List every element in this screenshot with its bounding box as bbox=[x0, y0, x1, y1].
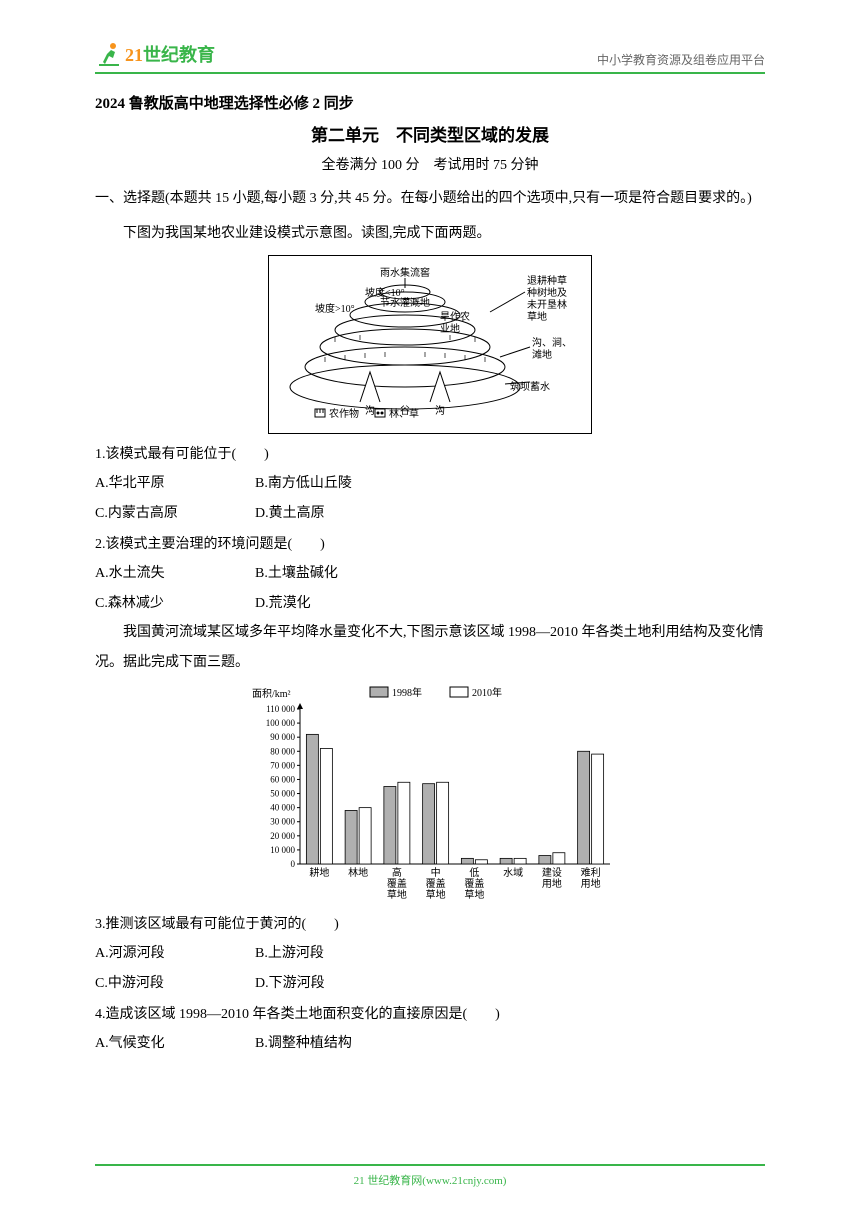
svg-text:2010年: 2010年 bbox=[472, 686, 502, 699]
svg-text:低: 低 bbox=[469, 866, 479, 879]
q1-stem: 1.该模式最有可能位于( ) bbox=[95, 440, 765, 469]
q2-opt-b: B.土壤盐碱化 bbox=[255, 559, 338, 588]
svg-text:筑坝蓄水: 筑坝蓄水 bbox=[510, 380, 550, 393]
svg-text:雨水集流窖: 雨水集流窖 bbox=[380, 266, 430, 279]
edition-title: 2024 鲁教版高中地理选择性必修 2 同步 bbox=[95, 92, 765, 113]
svg-text:草地: 草地 bbox=[387, 888, 407, 901]
svg-text:覆盖: 覆盖 bbox=[464, 877, 484, 890]
page-footer: 21 世纪教育网(www.21cnjy.com) bbox=[95, 1164, 765, 1188]
svg-text:沟: 沟 bbox=[365, 404, 375, 417]
page-header: 21世纪教育 中小学教育资源及组卷应用平台 bbox=[95, 40, 765, 74]
q2-stem: 2.该模式主要治理的环境问题是( ) bbox=[95, 530, 765, 559]
intro-1: 下图为我国某地农业建设模式示意图。读图,完成下面两题。 bbox=[95, 219, 765, 248]
svg-text:坡度>10°: 坡度>10° bbox=[315, 302, 355, 315]
svg-text:滩地: 滩地 bbox=[532, 348, 552, 361]
logo-text-21: 21 bbox=[125, 45, 143, 65]
svg-text:1998年: 1998年 bbox=[392, 686, 422, 699]
svg-text:用地: 用地 bbox=[542, 877, 562, 890]
svg-text:难利: 难利 bbox=[581, 867, 601, 879]
intro-2: 我国黄河流域某区域多年平均降水量变化不大,下图示意该区域 1998—2010 年… bbox=[95, 618, 765, 677]
svg-text:100 000: 100 000 bbox=[266, 718, 296, 728]
svg-text:种树地及: 种树地及 bbox=[527, 286, 567, 299]
q1-opt-a: A.华北平原 bbox=[95, 469, 255, 498]
svg-text:70 000: 70 000 bbox=[270, 760, 295, 770]
svg-text:80 000: 80 000 bbox=[270, 746, 295, 756]
q1-opt-c: C.内蒙古高原 bbox=[95, 499, 255, 528]
svg-text:水域: 水域 bbox=[503, 866, 523, 879]
q3-opt-d: D.下游河段 bbox=[255, 969, 325, 998]
svg-text:110 000: 110 000 bbox=[266, 704, 295, 714]
q3-stem: 3.推测该区域最有可能位于黄河的( ) bbox=[95, 910, 765, 939]
land-use-chart: 面积/km² 1998年 2010年 0 10 000 20 000 30 000 40 00… bbox=[95, 681, 765, 906]
q4-options: A.气候变化B.调整种植结构 bbox=[95, 1029, 765, 1058]
svg-text:草地: 草地 bbox=[426, 888, 446, 901]
q2-opt-c: C.森林减少 bbox=[95, 589, 255, 618]
svg-text:草地: 草地 bbox=[464, 888, 484, 901]
svg-text:60 000: 60 000 bbox=[270, 774, 295, 784]
svg-text:耕地: 耕地 bbox=[309, 866, 329, 879]
svg-text:用地: 用地 bbox=[581, 877, 601, 890]
svg-text:面积/km²: 面积/km² bbox=[252, 688, 291, 700]
svg-text:建设: 建设 bbox=[542, 866, 562, 879]
svg-text:90 000: 90 000 bbox=[270, 732, 295, 742]
q3-opt-c: C.中游河段 bbox=[95, 969, 255, 998]
section-1-header: 一、选择题(本题共 15 小题,每小题 3 分,共 45 分。在每小题给出的四个… bbox=[95, 184, 765, 213]
svg-text:10 000: 10 000 bbox=[270, 845, 295, 855]
svg-text:林、草: 林、草 bbox=[389, 407, 419, 420]
svg-text:50 000: 50 000 bbox=[270, 788, 295, 798]
svg-text:未开垦林: 未开垦林 bbox=[527, 298, 567, 311]
logo-text-rest: 世纪教育 bbox=[143, 45, 215, 65]
svg-text:旱作农: 旱作农 bbox=[440, 310, 470, 323]
svg-text:0: 0 bbox=[291, 859, 296, 869]
q2-opt-a: A.水土流失 bbox=[95, 559, 255, 588]
exam-info: 全卷满分 100 分 考试用时 75 分钟 bbox=[95, 154, 765, 174]
svg-text:沟: 沟 bbox=[435, 404, 445, 417]
logo: 21世纪教育 bbox=[95, 40, 215, 68]
svg-text:30 000: 30 000 bbox=[270, 817, 295, 827]
q3-options: A.河源河段B.上游河段 C.中游河段D.下游河段 bbox=[95, 939, 765, 998]
q1-options: A.华北平原B.南方低山丘陵 C.内蒙古高原D.黄土高原 bbox=[95, 469, 765, 528]
q3-opt-a: A.河源河段 bbox=[95, 939, 255, 968]
svg-text:林地: 林地 bbox=[348, 866, 368, 879]
q2-options: A.水土流失B.土壤盐碱化 C.森林减少D.荒漠化 bbox=[95, 559, 765, 618]
q4-stem: 4.造成该区域 1998—2010 年各类土地面积变化的直接原因是( ) bbox=[95, 1000, 765, 1029]
svg-text:覆盖: 覆盖 bbox=[387, 877, 407, 890]
svg-text:农作物: 农作物 bbox=[329, 407, 359, 420]
q1-opt-d: D.黄土高原 bbox=[255, 499, 325, 528]
unit-title: 第二单元 不同类型区域的发展 bbox=[95, 121, 765, 146]
q4-opt-a: A.气候变化 bbox=[95, 1029, 255, 1058]
svg-text:沟、涧、: 沟、涧、 bbox=[532, 336, 572, 349]
svg-text:高: 高 bbox=[392, 866, 402, 879]
q2-opt-d: D.荒漠化 bbox=[255, 589, 311, 618]
svg-text:20 000: 20 000 bbox=[270, 831, 295, 841]
svg-text:业地: 业地 bbox=[440, 322, 460, 335]
terrace-diagram: 雨水集流窖 坡度>10° 坡度<10° 节水灌溉地 旱作农 业地 退耕种草 种树… bbox=[95, 255, 765, 434]
svg-text:覆盖: 覆盖 bbox=[426, 877, 446, 890]
svg-text:中: 中 bbox=[431, 866, 441, 879]
svg-text:草地: 草地 bbox=[527, 310, 547, 323]
q3-opt-b: B.上游河段 bbox=[255, 939, 324, 968]
q1-opt-b: B.南方低山丘陵 bbox=[255, 469, 352, 498]
header-subtitle: 中小学教育资源及组卷应用平台 bbox=[597, 51, 765, 68]
svg-text:节水灌溉地: 节水灌溉地 bbox=[380, 296, 430, 309]
svg-text:退耕种草: 退耕种草 bbox=[527, 274, 567, 287]
svg-text:40 000: 40 000 bbox=[270, 803, 295, 813]
q4-opt-b: B.调整种植结构 bbox=[255, 1029, 352, 1058]
runner-icon bbox=[95, 40, 123, 68]
